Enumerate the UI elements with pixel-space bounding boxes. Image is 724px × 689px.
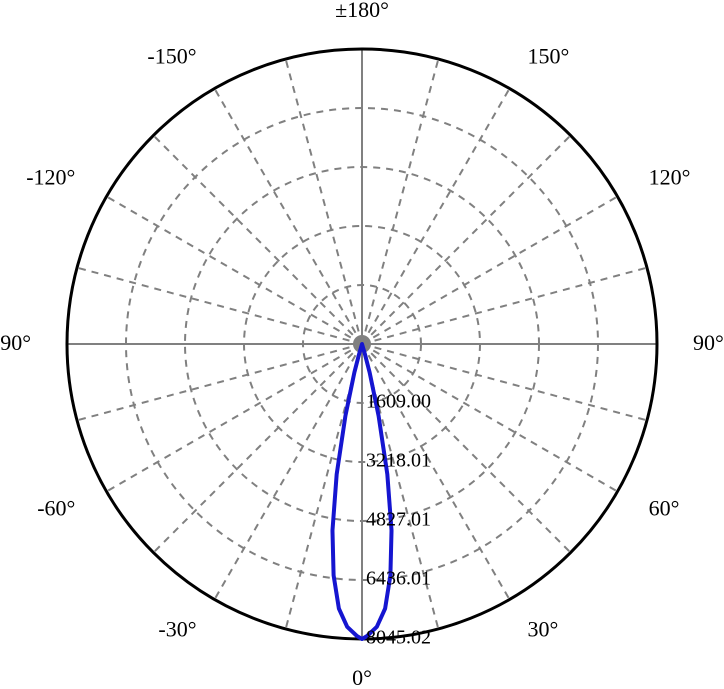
angle-label: -30° (158, 617, 196, 642)
polar-svg: 1609.00 3218.01 4827.01 6436.01 8045.02 ±180°… (0, 0, 724, 689)
angle-label: -90° (0, 330, 31, 355)
angle-label: 60° (649, 496, 680, 521)
radial-tick-label: 6436.01 (366, 568, 431, 590)
angle-label: 30° (528, 617, 559, 642)
radial-tick-label: 8045.02 (366, 627, 431, 649)
polar-chart: 1609.00 3218.01 4827.01 6436.01 8045.02 ±180°… (0, 0, 724, 689)
radial-tick-label: 1609.00 (366, 391, 431, 413)
angle-label: 150° (528, 43, 570, 68)
angle-label: -150° (147, 43, 196, 68)
angle-label: ±180° (335, 0, 389, 22)
angle-label: 90° (693, 330, 724, 355)
radial-tick-label: 3218.01 (366, 450, 431, 472)
radial-tick-label: 4827.01 (366, 509, 431, 531)
angle-label: -120° (26, 165, 75, 190)
angle-label: -60° (37, 496, 75, 521)
angle-label: 120° (649, 165, 691, 190)
angle-label: 0° (352, 665, 372, 689)
